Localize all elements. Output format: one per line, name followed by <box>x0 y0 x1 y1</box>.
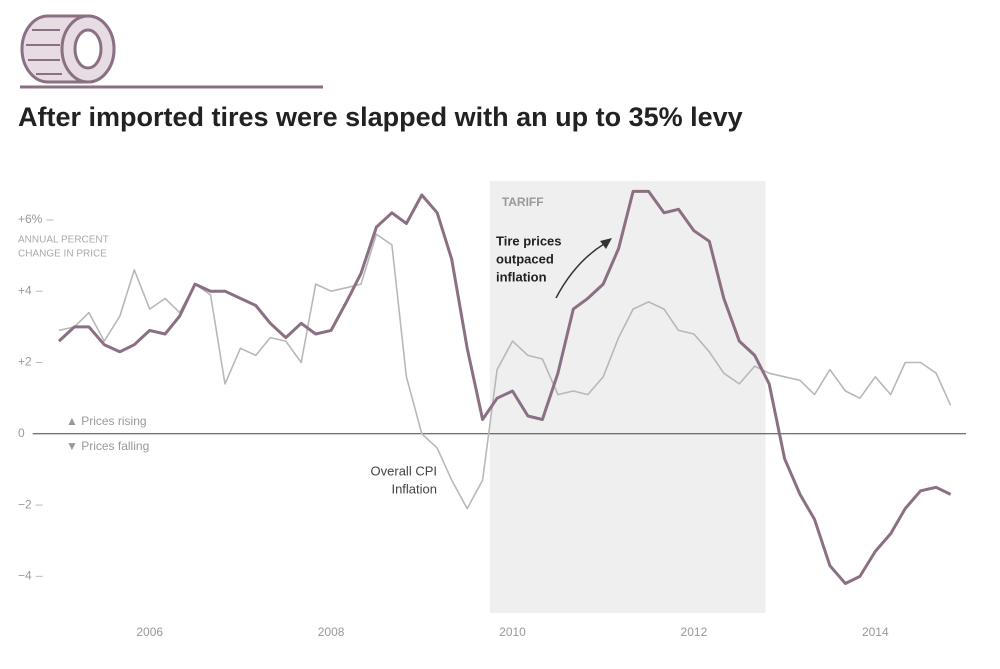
y-tick-label: +4 <box>18 283 32 297</box>
x-tick-label: 2006 <box>136 625 163 639</box>
plot: TARIFF +6% +4 +2 0 −2 −4 ANNUAL PERCENT CHANGE I… <box>18 181 966 639</box>
tariff-shade <box>489 181 766 613</box>
x-tick-label: 2012 <box>681 625 708 639</box>
tire-icon <box>20 14 116 84</box>
annotation-tire: outpaced <box>496 251 554 266</box>
x-tick-label: 2008 <box>318 625 345 639</box>
series-line <box>58 233 952 510</box>
y-tick-label: +2 <box>18 355 32 369</box>
y-tick-label: +6% <box>18 212 43 226</box>
y-tick-label: 0 <box>18 426 25 440</box>
chart-title: After imported tires were slapped with a… <box>18 102 743 132</box>
series-line <box>57 189 952 585</box>
tariff-label: TARIFF <box>502 195 544 209</box>
annotation-falling: ▼ Prices falling <box>66 439 149 453</box>
annotation-cpi: Overall CPI <box>371 463 437 478</box>
y-tick-label: −4 <box>18 569 32 583</box>
annotation-rising: ▲ Prices rising <box>66 414 147 428</box>
y-axis-label: CHANGE IN PRICE <box>18 249 107 260</box>
x-tick-label: 2010 <box>499 625 526 639</box>
y-tick-label: −2 <box>18 497 32 511</box>
x-tick-label: 2014 <box>862 625 889 639</box>
annotation-tire: inflation <box>496 269 547 284</box>
annotation-arrow <box>555 243 605 299</box>
annotation-arrowhead <box>600 238 612 249</box>
annotation-cpi: Inflation <box>391 481 437 496</box>
y-axis-label: ANNUAL PERCENT <box>18 235 109 246</box>
annotation-tire: Tire prices <box>496 233 562 248</box>
